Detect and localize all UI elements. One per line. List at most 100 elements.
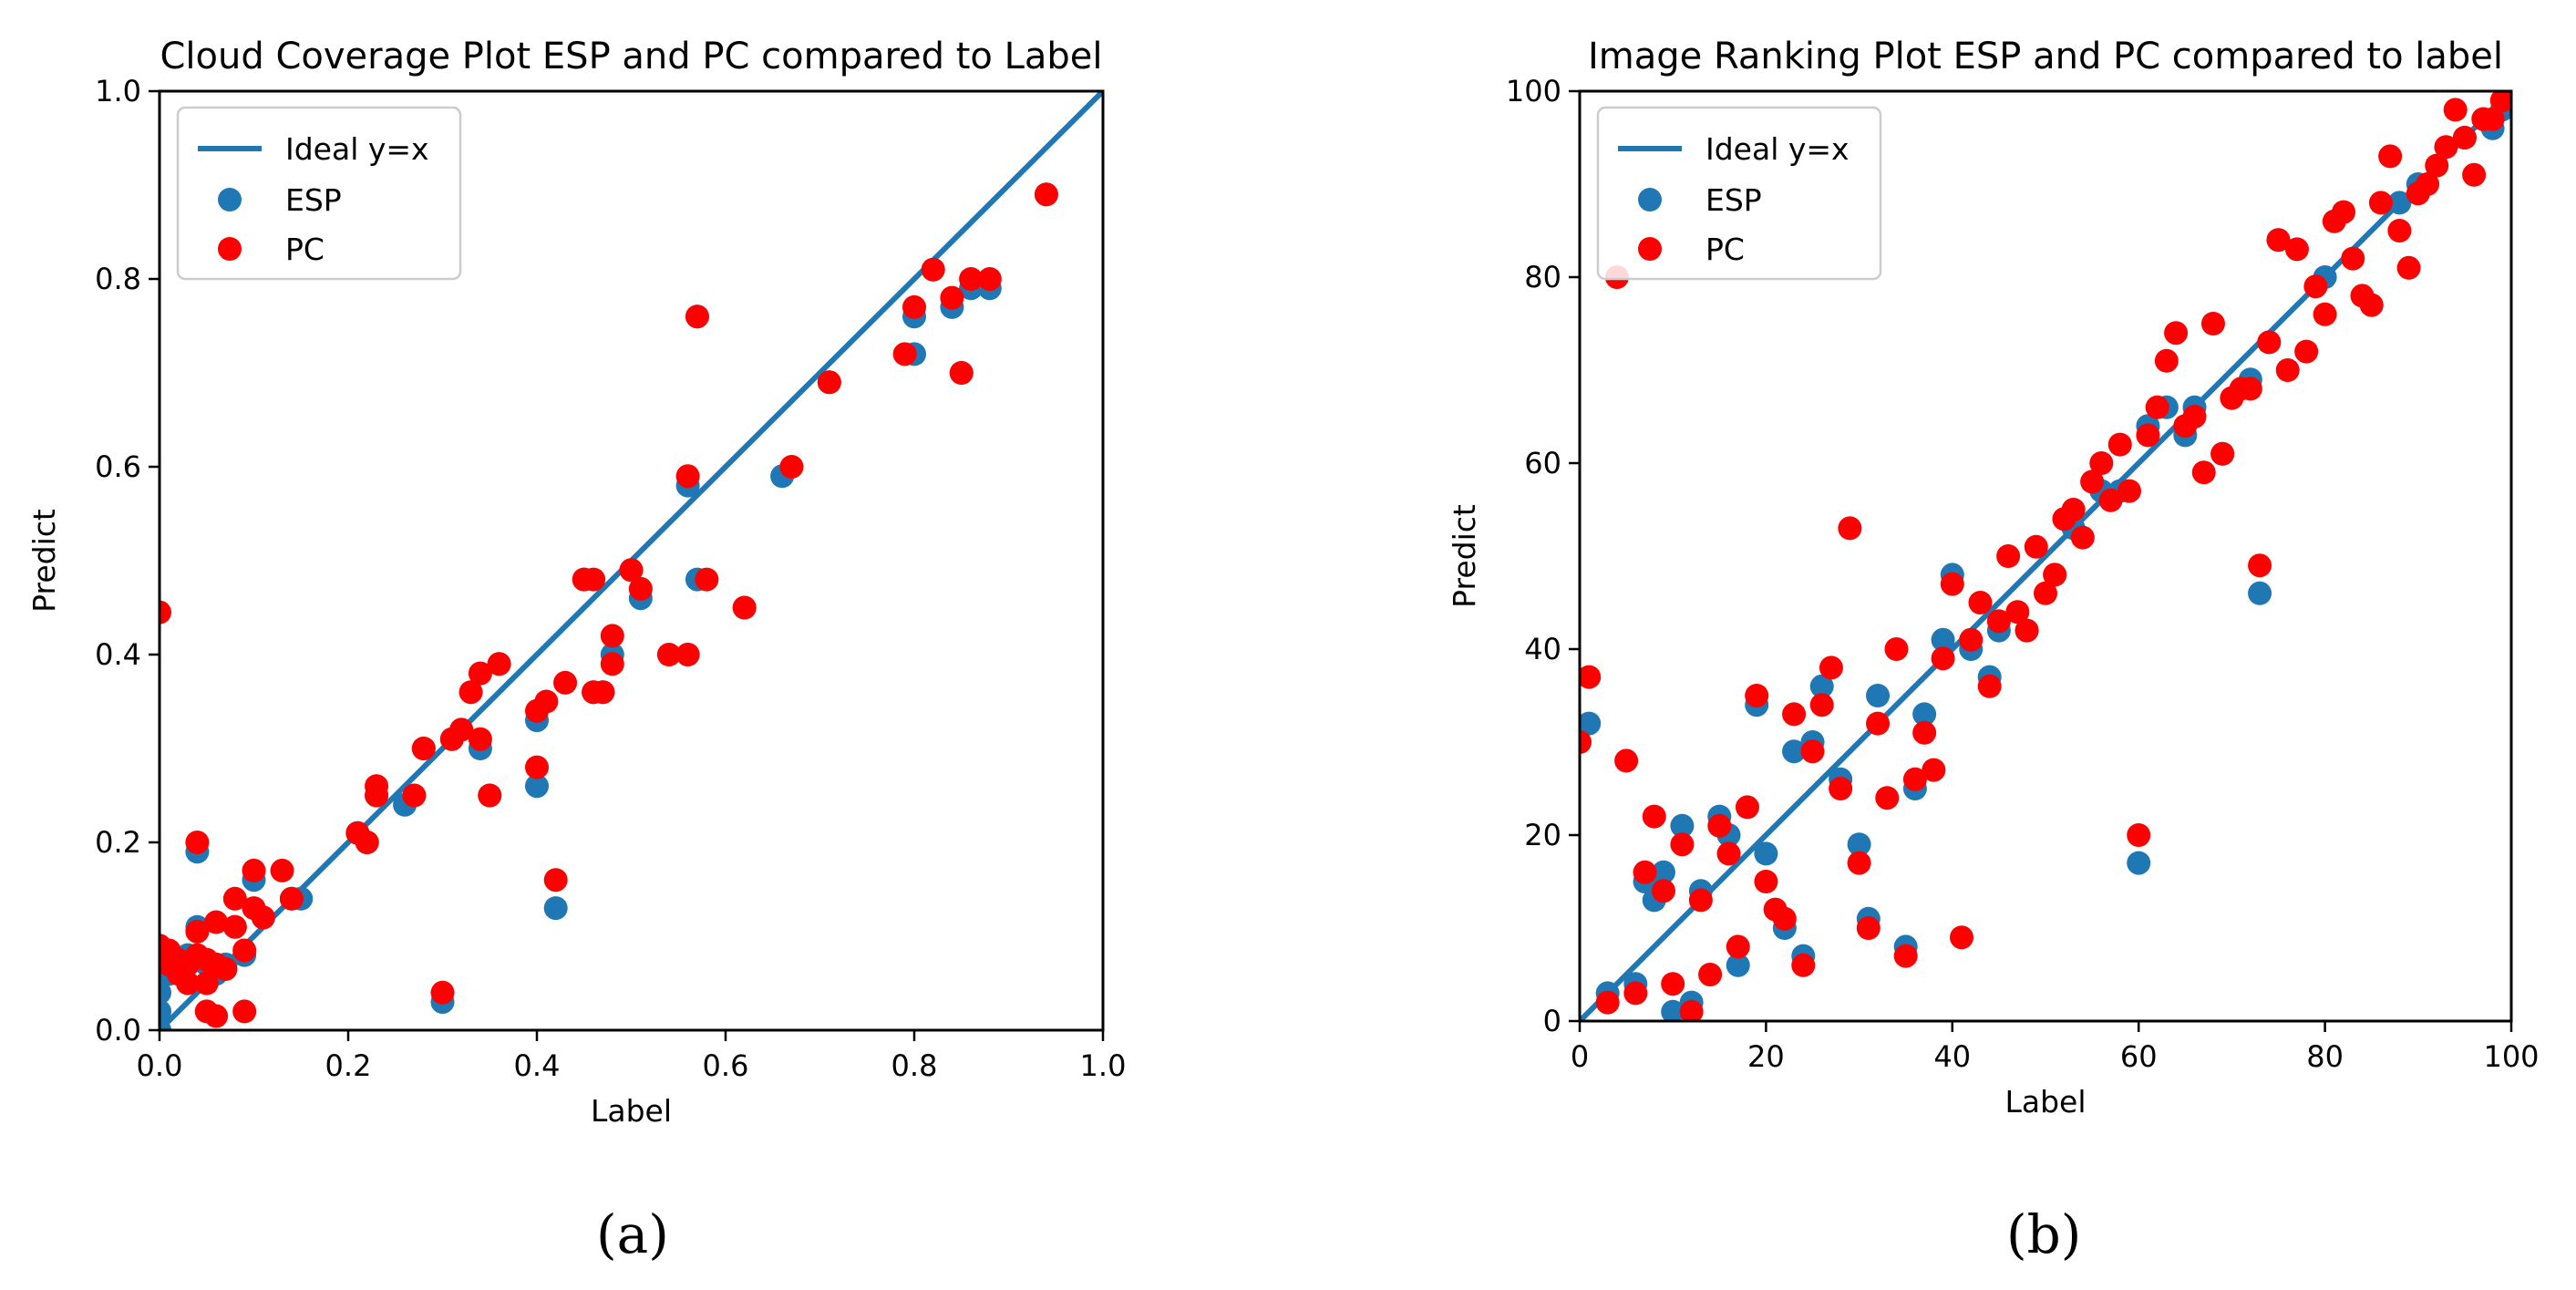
point-pc xyxy=(2098,488,2123,512)
point-pc xyxy=(1940,572,1964,596)
legend: Ideal y=x ESP PC xyxy=(176,106,462,281)
point-pc xyxy=(2341,246,2365,271)
point-pc xyxy=(582,567,606,592)
point-pc xyxy=(2462,162,2487,187)
x-tick-label: 0 xyxy=(1571,1039,1589,1074)
legend-marker-pc xyxy=(218,237,242,261)
x-tick-label: 80 xyxy=(2306,1039,2344,1074)
point-pc xyxy=(977,267,1002,291)
y-tick-label: 1.0 xyxy=(95,74,141,108)
point-pc xyxy=(1791,953,1816,977)
y-tick-label: 0.2 xyxy=(95,825,141,860)
x-tick-label: 0.4 xyxy=(514,1048,561,1083)
point-esp xyxy=(1726,953,1750,977)
chart-b: 0 20 40 60 80 100 0 20 40 60 80 100 Image Ranking Pl… xyxy=(1447,36,2540,1120)
point-pc xyxy=(1977,674,2002,698)
point-pc xyxy=(1716,841,1741,866)
point-pc xyxy=(204,1004,229,1028)
point-esp xyxy=(1931,627,1955,652)
point-pc xyxy=(2368,191,2393,215)
point-pc xyxy=(695,567,719,592)
point-pc xyxy=(2425,153,2449,178)
point-pc xyxy=(779,455,804,479)
point-pc xyxy=(2378,144,2403,169)
point-pc xyxy=(1698,963,1723,986)
caption-a: (a) xyxy=(596,1203,669,1265)
legend-label-ideal: Ideal y=x xyxy=(285,131,429,167)
y-tick-label: 0.0 xyxy=(95,1013,141,1047)
point-pc xyxy=(1800,739,1825,764)
point-pc xyxy=(185,919,210,944)
point-esp xyxy=(1866,684,1891,707)
point-pc xyxy=(2294,339,2319,364)
point-pc xyxy=(656,643,681,666)
x-tick-label: 20 xyxy=(1747,1039,1785,1074)
caption-b: (b) xyxy=(2006,1203,2081,1265)
point-pc xyxy=(902,294,926,319)
point-pc xyxy=(1968,591,1993,614)
point-pc xyxy=(1856,916,1880,940)
point-pc xyxy=(543,868,568,893)
legend-marker-pc xyxy=(1638,237,1662,261)
y-tick-label: 0.4 xyxy=(95,637,141,672)
x-tick-label: 60 xyxy=(2120,1039,2158,1074)
point-pc xyxy=(2154,348,2179,373)
point-pc xyxy=(2452,126,2477,150)
point-pc xyxy=(600,652,624,676)
point-pc xyxy=(1633,860,1657,884)
point-pc xyxy=(2061,498,2086,521)
point-pc xyxy=(892,342,917,366)
legend-label-ideal: Ideal y=x xyxy=(1705,131,1850,167)
point-esp xyxy=(1651,860,1675,884)
point-esp xyxy=(1847,832,1871,857)
point-pc xyxy=(1996,544,2021,568)
point-esp xyxy=(160,999,171,1024)
point-pc xyxy=(2034,581,2057,605)
point-pc xyxy=(628,576,653,601)
point-pc xyxy=(2284,237,2309,262)
x-tick-label: 0.0 xyxy=(137,1048,183,1083)
point-pc xyxy=(1623,981,1648,1006)
point-esp xyxy=(1912,702,1937,727)
point-pc xyxy=(940,285,964,310)
point-pc xyxy=(1922,758,1946,782)
point-esp xyxy=(543,896,568,921)
point-pc xyxy=(1986,609,2011,634)
point-pc xyxy=(232,938,257,963)
point-pc xyxy=(2005,600,2030,624)
point-pc xyxy=(1838,516,1862,541)
point-pc xyxy=(1735,795,1759,820)
point-pc xyxy=(675,643,700,666)
point-pc xyxy=(1866,711,1891,736)
point-pc xyxy=(2434,135,2458,160)
point-pc xyxy=(2313,302,2337,326)
point-pc xyxy=(1580,665,1602,689)
point-pc xyxy=(949,361,974,385)
point-pc xyxy=(2359,293,2384,317)
point-pc xyxy=(232,999,257,1024)
point-pc xyxy=(2145,395,2169,419)
y-tick-label: 0 xyxy=(1543,1004,1561,1038)
point-pc xyxy=(2089,451,2114,475)
point-pc xyxy=(468,661,492,686)
point-pc xyxy=(1959,627,1984,652)
point-pc xyxy=(1707,813,1732,838)
point-pc xyxy=(1651,879,1675,903)
point-esp xyxy=(2387,191,2412,215)
point-pc xyxy=(478,783,502,808)
point-pc xyxy=(185,831,210,854)
point-pc xyxy=(921,257,945,282)
point-pc xyxy=(1754,870,1778,893)
y-axis-label: Predict xyxy=(1447,504,1482,608)
point-pc xyxy=(1809,693,1834,717)
point-pc xyxy=(2024,534,2048,559)
x-axis-label: Label xyxy=(591,1093,672,1129)
point-pc xyxy=(449,717,474,742)
point-pc xyxy=(2238,377,2262,401)
point-pc xyxy=(817,370,841,395)
point-pc xyxy=(430,980,455,1005)
series-pc xyxy=(1580,91,2511,1021)
point-pc xyxy=(534,689,559,714)
point-pc xyxy=(732,595,757,620)
point-esp xyxy=(1782,739,1807,764)
